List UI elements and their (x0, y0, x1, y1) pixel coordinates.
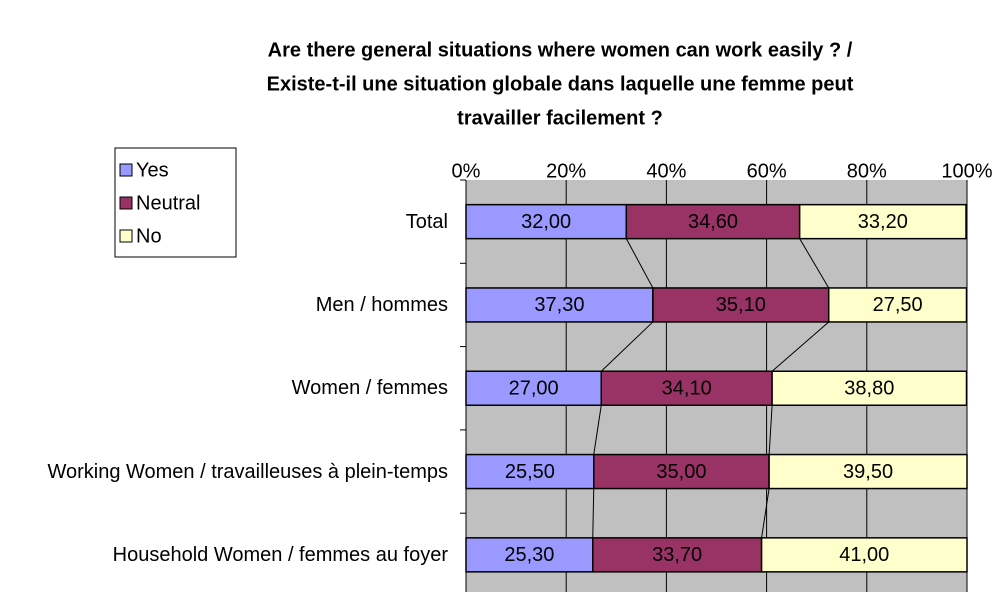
category-label-box: Household Women / femmes au foyer (2, 525, 448, 585)
data-label: 32,00 (521, 211, 571, 233)
bar-segment (592, 537, 763, 573)
category-label-box: Working Women / travailleuses à plein-te… (2, 442, 448, 502)
series-line (593, 405, 602, 455)
chart-title: travailler facilement ? (457, 107, 663, 129)
data-label: 37,30 (534, 294, 584, 316)
bar-segment (465, 287, 654, 323)
data-label: 25,30 (504, 544, 554, 566)
legend-label: No (136, 225, 162, 247)
category-label-box: Men / hommes (2, 275, 448, 335)
category-label-row: Women / femmes (2, 358, 448, 418)
category-label-row: Household Women / femmes au foyer (2, 525, 448, 585)
legend-swatch (119, 229, 133, 243)
data-label: 41,00 (839, 544, 889, 566)
data-label: 34,60 (688, 211, 738, 233)
data-label: 35,10 (716, 294, 766, 316)
x-tick-label: 0% (452, 160, 481, 182)
chart-title: Existe-t-il une situation globale dans l… (267, 73, 854, 95)
series-line (600, 321, 654, 372)
legend-label: Yes (136, 159, 169, 181)
series-line (592, 488, 595, 538)
data-label: 39,50 (843, 461, 893, 483)
category-label-row: Men / hommes (2, 275, 448, 335)
y-tick-label: Total (405, 210, 448, 233)
legend-swatch (119, 196, 133, 210)
series-line (768, 405, 773, 455)
bar-segment (593, 453, 770, 490)
x-tick-label: 80% (847, 160, 887, 182)
bar-segment (827, 287, 968, 323)
y-tick-label: Working Women / travailleuses à plein-te… (47, 460, 448, 483)
bar-segment (652, 287, 830, 323)
x-tick-label: 40% (646, 160, 686, 182)
series-line (625, 238, 654, 289)
data-label: 34,10 (662, 378, 712, 400)
bar-segment (465, 453, 595, 490)
y-tick-label: Men / hommes (315, 293, 448, 316)
bar-segment (768, 453, 968, 490)
bar-segment (465, 370, 603, 406)
data-label: 27,00 (509, 378, 559, 400)
data-label: 27,50 (873, 294, 923, 316)
y-tick-label: Women / femmes (291, 377, 448, 400)
bar-segment (760, 537, 968, 573)
legend-swatch (119, 163, 133, 177)
series-line (771, 321, 830, 372)
data-label: 33,20 (858, 211, 908, 233)
bar-segment (771, 370, 968, 406)
data-label: 38,80 (844, 378, 894, 400)
legend-box (114, 147, 237, 258)
category-label-box: Total (2, 192, 448, 252)
y-tick-label: Household Women / femmes au foyer (112, 543, 448, 566)
chart-title: Are there general situations where women… (268, 39, 853, 61)
category-label-row: Working Women / travailleuses à plein-te… (2, 442, 448, 502)
data-label: 25,50 (505, 461, 555, 483)
data-label: 35,00 (656, 461, 706, 483)
bar-segment (798, 203, 967, 240)
category-label-box: Women / femmes (2, 358, 448, 418)
x-tick-label: 60% (747, 160, 787, 182)
x-tick-label: 100% (941, 160, 992, 182)
series-line (799, 238, 830, 289)
series-line (761, 488, 770, 538)
data-label: 33,70 (652, 544, 702, 566)
bar-segment (465, 537, 594, 573)
x-tick-label: 20% (546, 160, 586, 182)
category-label-row: Total (2, 192, 448, 252)
legend-label: Neutral (136, 192, 200, 214)
